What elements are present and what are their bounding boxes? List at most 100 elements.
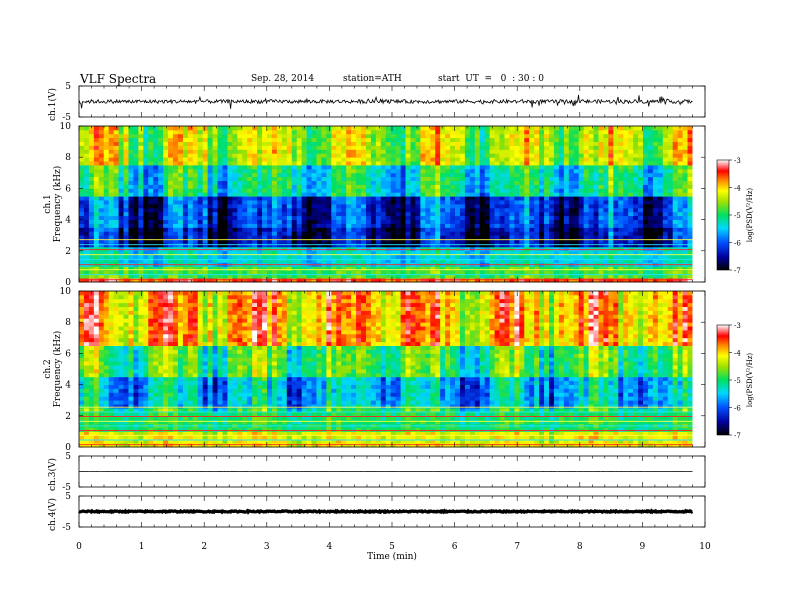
spectrogram-cell: [415, 165, 421, 170]
spectrogram-cell: [306, 207, 312, 213]
spectrogram-cell: [380, 184, 387, 189]
spectrogram-cell: [158, 239, 164, 244]
spectrogram-cell: [163, 443, 169, 448]
spectrogram-cell: [598, 278, 604, 283]
spectrogram-cell: [133, 258, 139, 263]
spectrogram-cell: [415, 141, 421, 146]
spectrogram-cell: [544, 168, 550, 174]
spectrogram-cell: [544, 196, 550, 201]
spectrogram-cell: [291, 188, 298, 193]
spectrogram-cell: [83, 270, 90, 275]
spectrogram-cell: [93, 129, 100, 135]
spectrogram-cell: [118, 246, 124, 252]
spectrogram-cell: [529, 176, 535, 181]
spectrogram-cell: [138, 192, 144, 197]
spectrogram-cell: [489, 211, 495, 217]
spectrogram-cell: [202, 278, 209, 283]
spectrogram-cell: [197, 161, 204, 166]
spectrogram-cell: [489, 219, 495, 224]
spectrogram-cell: [153, 145, 159, 150]
spectrogram-cell: [623, 133, 629, 139]
spectrogram-cell: [202, 129, 209, 135]
spectrogram-cell: [103, 149, 110, 154]
spectrogram-cell: [494, 246, 500, 252]
spectrogram-cell: [341, 204, 347, 209]
spectrogram-cell: [316, 266, 322, 271]
spectrogram-cell: [459, 215, 466, 220]
spectrogram-cell: [158, 180, 164, 185]
spectrogram-cell: [623, 204, 629, 209]
spectrogram-cell: [464, 141, 471, 146]
spectrogram-cell: [356, 219, 362, 224]
spectrogram-cell: [568, 204, 575, 209]
spectrogram-cell: [316, 192, 322, 197]
spectrogram-cell: [405, 176, 411, 181]
spectrogram-cell: [158, 235, 164, 240]
spectrogram-cell: [79, 137, 85, 142]
spectrogram-cell: [252, 270, 258, 275]
spectrogram-cell: [168, 266, 174, 271]
spectrogram-cell: [563, 274, 570, 279]
spectrogram-cell: [588, 145, 594, 150]
spectrogram-cell: [588, 231, 594, 236]
spectrogram-cell: [336, 168, 342, 174]
spectrogram-cell: [687, 207, 693, 213]
spectrogram-cell: [435, 145, 441, 150]
spectrogram-cell: [479, 149, 486, 154]
spectrogram-cell: [257, 204, 263, 209]
spectrogram-cell: [494, 165, 500, 170]
spectrogram-cell: [128, 239, 134, 244]
spectrogram-cell: [242, 235, 248, 240]
spectrogram-cell: [148, 250, 154, 256]
spectrogram-cell: [262, 176, 268, 181]
spectrogram-cell: [306, 204, 312, 209]
spectrogram-cell: [633, 211, 639, 217]
spectrogram-cell: [568, 270, 575, 275]
spectrogram-cell: [435, 184, 441, 189]
spectrogram-cell: [410, 274, 416, 279]
spectrogram-cell: [455, 235, 461, 240]
spectrogram-cell: [370, 246, 377, 252]
spectrogram-cell: [177, 141, 184, 146]
spectrogram-cell: [603, 246, 609, 252]
spectrogram-cell: [301, 235, 307, 240]
spectrogram-cell: [217, 137, 223, 142]
spectrogram-cell: [370, 196, 377, 201]
spectrogram-cell: [484, 176, 491, 181]
spectrogram-cell: [425, 204, 431, 209]
spectrogram-cell: [341, 223, 347, 228]
spectrogram-cell: [311, 250, 317, 256]
spectrogram-cell: [83, 227, 90, 232]
spectrogram-cell: [400, 219, 406, 224]
spectrogram-cell: [286, 145, 293, 150]
spectrogram-cell: [351, 192, 357, 197]
spectrogram-cell: [341, 180, 347, 185]
spectrogram-cell: [336, 227, 342, 232]
spectrogram-cell: [291, 133, 298, 139]
spectrogram-cell: [143, 215, 149, 220]
spectrogram-cell: [192, 126, 199, 131]
spectrogram-cell: [514, 165, 520, 170]
spectrogram-cell: [563, 211, 570, 217]
spectrogram-cell: [267, 278, 273, 283]
spectrogram-cell: [662, 196, 669, 201]
spectrogram-cell: [133, 231, 139, 236]
spectrogram-cell: [450, 278, 456, 283]
spectrogram-cell: [519, 270, 525, 275]
spectrogram-cell: [647, 200, 654, 205]
spectrogram-cell: [361, 141, 367, 146]
spectrogram-cell: [133, 215, 139, 220]
spectrogram-cell: [331, 161, 337, 166]
spectrogram-cell: [647, 258, 654, 263]
spectrogram-cell: [687, 184, 693, 189]
spectrogram-cell: [163, 211, 169, 217]
spectrogram-cell: [207, 133, 213, 139]
spectrogram-cell: [271, 235, 278, 240]
spectrogram-cell: [336, 250, 342, 256]
spectrogram-cell: [489, 235, 495, 240]
spectrogram-cell: [311, 266, 317, 271]
spectrogram-cell: [356, 184, 362, 189]
spectrogram-cell: [568, 215, 575, 220]
spectrogram-cell: [549, 161, 555, 166]
spectrogram-cell: [341, 274, 347, 279]
